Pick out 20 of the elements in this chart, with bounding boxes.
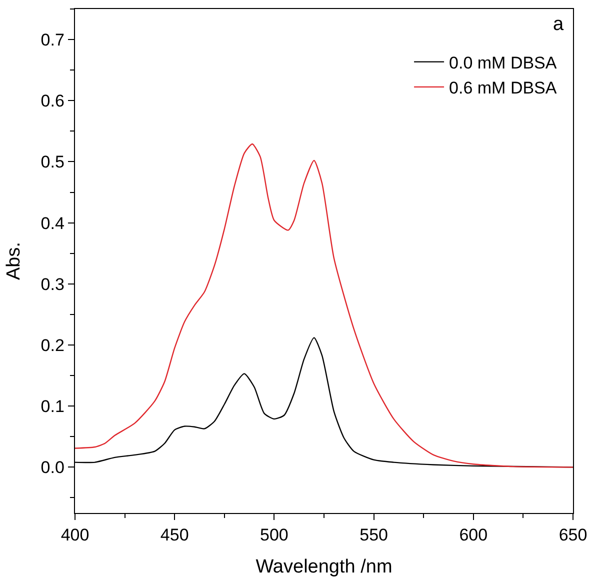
y-tick-label: 0.3 xyxy=(40,274,64,294)
x-tick-label: 650 xyxy=(558,526,588,545)
y-tick-label: 0.5 xyxy=(40,152,64,172)
y-tick-label: 0.4 xyxy=(40,214,64,233)
legend-label: 0.0 mM DBSA xyxy=(449,53,558,72)
legend-label: 0.6 mM DBSA xyxy=(449,78,558,98)
x-tick-label: 500 xyxy=(260,526,288,545)
x-tick-label: 400 xyxy=(60,526,90,545)
annotation: a xyxy=(553,14,564,35)
x-tick-label: 450 xyxy=(160,526,189,545)
x-tick-label: 550 xyxy=(360,526,388,545)
y-tick-label: 0.1 xyxy=(40,397,64,416)
y-tick-label: 0.2 xyxy=(40,336,64,355)
y-tick-label: 0.0 xyxy=(40,458,64,478)
x-axis-title: Wavelength /nm xyxy=(256,556,392,578)
y-tick-label: 0.7 xyxy=(40,30,64,50)
x-tick-label: 600 xyxy=(459,526,488,545)
y-axis-title: Abs. xyxy=(4,242,25,280)
y-tick-label: 0.6 xyxy=(40,92,64,111)
line-series xyxy=(75,143,573,468)
